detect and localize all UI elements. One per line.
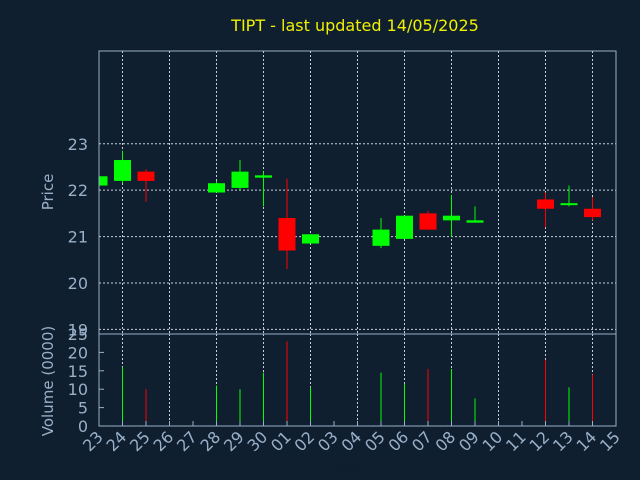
candle-body	[396, 215, 413, 239]
candle-body	[419, 213, 437, 230]
candle-body	[584, 208, 601, 218]
candle-body	[278, 218, 296, 251]
volume-tick-label: 20	[68, 343, 88, 362]
candle-body	[372, 229, 390, 246]
candle-body	[231, 171, 249, 188]
candle-body	[560, 203, 578, 206]
volume-axis-label: Volume (0000)	[39, 326, 57, 436]
candle-body	[466, 220, 484, 223]
volume-tick-label: 0	[78, 417, 88, 436]
x-axis-label: Day	[333, 458, 363, 476]
price-axis-label: Price	[39, 174, 57, 211]
price-tick-label: 21	[68, 228, 88, 247]
price-tick-label: 23	[68, 135, 88, 154]
candle-body	[302, 234, 319, 244]
price-tick-label: 20	[68, 274, 88, 293]
volume-tick-label: 15	[68, 362, 88, 381]
price-tick-label: 19	[68, 320, 88, 339]
candle-body	[137, 171, 155, 181]
price-tick-label: 22	[68, 181, 88, 200]
candle-body	[255, 175, 272, 178]
volume-tick-label: 25	[68, 325, 88, 344]
candle-body	[114, 160, 131, 181]
chart-title: TIPT - last updated 14/05/2025	[230, 16, 479, 35]
grid-layer	[99, 51, 616, 426]
candle-body	[443, 215, 460, 221]
volume-tick-label: 10	[68, 380, 88, 399]
volume-tick-label: 5	[78, 399, 88, 418]
candle-body	[99, 176, 108, 186]
x-tick-label: 15	[596, 427, 624, 455]
candle-body	[208, 183, 225, 193]
marks-layer	[98, 150, 601, 426]
axes-layer: 1920212223051015202523242526272829300102…	[68, 50, 624, 455]
candle-body	[537, 199, 554, 209]
